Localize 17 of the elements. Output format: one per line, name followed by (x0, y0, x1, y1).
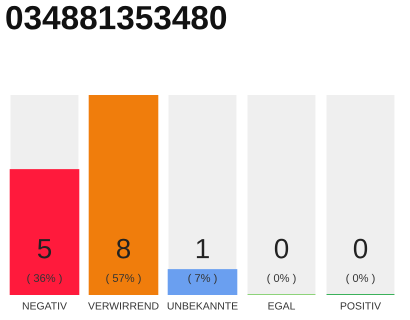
bar (168, 269, 238, 295)
annotation: ( 0% ) (267, 274, 296, 284)
data-label: 0 (274, 238, 288, 258)
annotation: ( 57% ) (106, 274, 141, 284)
data-label: 8 (116, 238, 130, 258)
chart-title: 034881353480 (6, 6, 226, 30)
data-label: 0 (354, 238, 368, 258)
data-label: 5 (38, 239, 52, 258)
annotation: ( 0% ) (346, 274, 375, 284)
data-label: 1 (196, 239, 209, 258)
x-tick-label: UNBEKANNTE (168, 302, 238, 310)
annotation: ( 36% ) (27, 274, 62, 284)
x-tick-label: EGAL (268, 302, 296, 310)
annotation: ( 7% ) (188, 274, 217, 284)
x-tick-label: NEGATIV (22, 302, 67, 310)
x-tick-label: VERWIRREND (88, 302, 158, 310)
x-tick-label: POSITIV (340, 302, 382, 310)
